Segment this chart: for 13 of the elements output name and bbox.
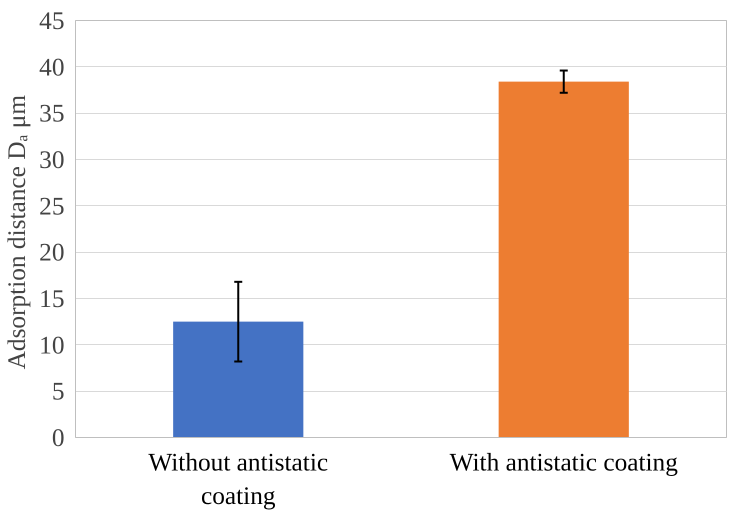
y-tick-label: 30 [39,146,64,174]
y-tick-label: 20 [39,238,64,267]
y-tick-label: 5 [52,378,65,406]
y-tick-label: 15 [39,285,64,313]
y-tick-label: 25 [39,192,64,220]
y-tick-label: 45 [39,7,64,35]
y-tick-label: 0 [52,424,65,452]
x-tick-label: Without antistatic coating [148,448,328,510]
y-tick-label: 40 [39,53,64,82]
y-axis-title: Adsorption distance Dₐ μm [3,94,32,370]
y-tick-label: 10 [39,331,64,360]
x-tick-label: With antistatic coating [450,448,678,476]
y-tick-label: 35 [39,100,64,128]
